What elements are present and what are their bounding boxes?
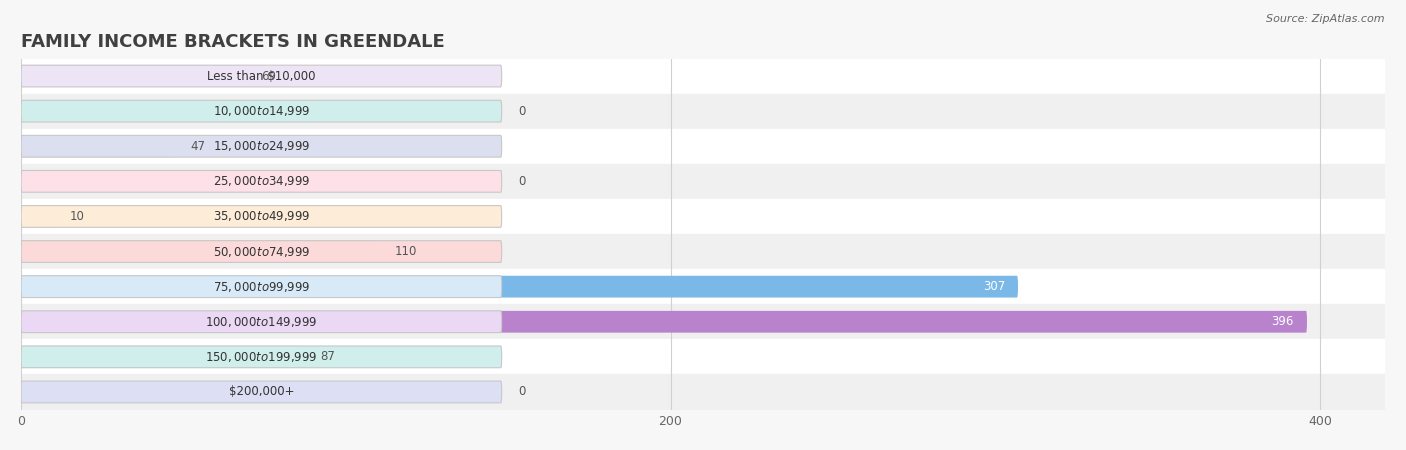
Text: 0: 0 bbox=[517, 105, 526, 117]
Text: Less than $10,000: Less than $10,000 bbox=[207, 70, 315, 82]
FancyBboxPatch shape bbox=[21, 346, 304, 368]
FancyBboxPatch shape bbox=[21, 381, 502, 403]
FancyBboxPatch shape bbox=[21, 311, 502, 333]
Text: $50,000 to $74,999: $50,000 to $74,999 bbox=[212, 244, 311, 259]
FancyBboxPatch shape bbox=[21, 311, 1308, 333]
Text: 307: 307 bbox=[983, 280, 1005, 293]
Text: $200,000+: $200,000+ bbox=[229, 386, 294, 398]
FancyBboxPatch shape bbox=[21, 135, 502, 157]
FancyBboxPatch shape bbox=[21, 346, 502, 368]
Text: Source: ZipAtlas.com: Source: ZipAtlas.com bbox=[1267, 14, 1385, 23]
Text: $35,000 to $49,999: $35,000 to $49,999 bbox=[212, 209, 311, 224]
Text: 69: 69 bbox=[262, 70, 277, 82]
Text: 47: 47 bbox=[190, 140, 205, 153]
Text: FAMILY INCOME BRACKETS IN GREENDALE: FAMILY INCOME BRACKETS IN GREENDALE bbox=[21, 33, 444, 51]
Bar bbox=[21, 164, 1385, 199]
Bar bbox=[21, 129, 1385, 164]
Bar bbox=[21, 374, 1385, 410]
Text: $10,000 to $14,999: $10,000 to $14,999 bbox=[212, 104, 311, 118]
FancyBboxPatch shape bbox=[21, 135, 174, 157]
Bar bbox=[21, 58, 1385, 94]
FancyBboxPatch shape bbox=[21, 206, 53, 227]
FancyBboxPatch shape bbox=[21, 65, 502, 87]
Text: 0: 0 bbox=[517, 175, 526, 188]
Text: $100,000 to $149,999: $100,000 to $149,999 bbox=[205, 315, 318, 329]
Text: $25,000 to $34,999: $25,000 to $34,999 bbox=[212, 174, 311, 189]
Bar bbox=[21, 304, 1385, 339]
Text: 10: 10 bbox=[70, 210, 84, 223]
Text: $75,000 to $99,999: $75,000 to $99,999 bbox=[212, 279, 311, 294]
Text: $15,000 to $24,999: $15,000 to $24,999 bbox=[212, 139, 311, 153]
FancyBboxPatch shape bbox=[21, 241, 502, 262]
Bar bbox=[21, 94, 1385, 129]
FancyBboxPatch shape bbox=[21, 276, 1018, 297]
FancyBboxPatch shape bbox=[21, 65, 245, 87]
Text: 396: 396 bbox=[1271, 315, 1294, 328]
Text: 87: 87 bbox=[319, 351, 335, 363]
Bar bbox=[21, 234, 1385, 269]
Bar bbox=[21, 199, 1385, 234]
FancyBboxPatch shape bbox=[21, 241, 378, 262]
FancyBboxPatch shape bbox=[21, 171, 502, 192]
Bar bbox=[21, 269, 1385, 304]
Text: 0: 0 bbox=[517, 386, 526, 398]
Bar bbox=[21, 339, 1385, 374]
FancyBboxPatch shape bbox=[21, 100, 502, 122]
FancyBboxPatch shape bbox=[21, 276, 502, 297]
FancyBboxPatch shape bbox=[21, 206, 502, 227]
Text: $150,000 to $199,999: $150,000 to $199,999 bbox=[205, 350, 318, 364]
Text: 110: 110 bbox=[395, 245, 418, 258]
